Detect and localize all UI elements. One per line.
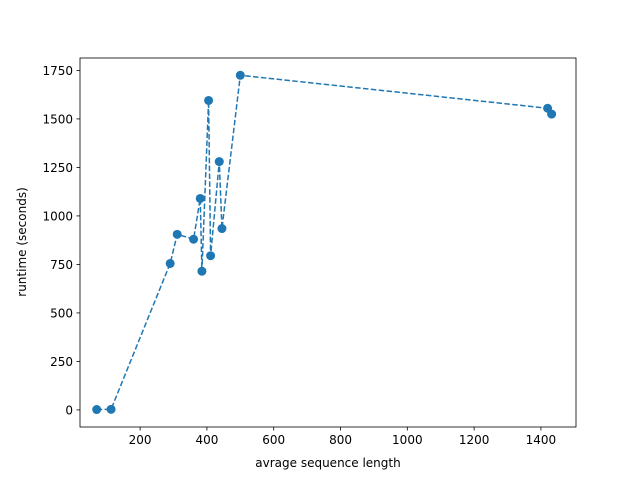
data-point [165,258,175,268]
plot-frame [79,57,577,428]
y-tick-label: 750 [50,258,73,272]
x-tick-label: 400 [195,433,218,447]
y-axis-label: runtime (seconds) [15,187,29,296]
x-tick-label: 600 [262,433,285,447]
data-point [172,229,182,239]
y-tick-label: 500 [50,306,73,320]
y-tick-label: 1000 [42,209,73,223]
data-point [197,266,207,276]
y-tick-label: 1750 [42,64,73,78]
y-tick-label: 1500 [42,112,73,126]
x-axis-ticks: 200 400 600 800 1000 1200 1400 [129,427,557,447]
data-point [106,404,116,414]
data-point [189,234,199,244]
x-tick-label: 1400 [526,433,557,447]
series-layer [92,70,557,415]
data-point [235,70,245,80]
data-point [547,109,557,119]
data-point [217,224,227,234]
y-tick-label: 250 [50,355,73,369]
x-tick-label: 800 [329,433,352,447]
data-point [204,95,214,105]
x-tick-label: 1000 [392,433,423,447]
y-tick-label: 1250 [42,161,73,175]
data-point [195,193,205,203]
y-tick-label: 0 [65,403,73,417]
y-axis-ticks: 0 250 500 750 1000 1250 1500 1750 [42,64,80,417]
x-axis-label: avrage sequence length [255,456,400,470]
series-line [96,74,553,411]
plot-background [80,58,576,427]
x-tick-label: 1200 [459,433,490,447]
data-point [206,251,216,261]
data-point [214,157,224,167]
x-tick-label: 200 [129,433,152,447]
data-point [92,405,102,415]
